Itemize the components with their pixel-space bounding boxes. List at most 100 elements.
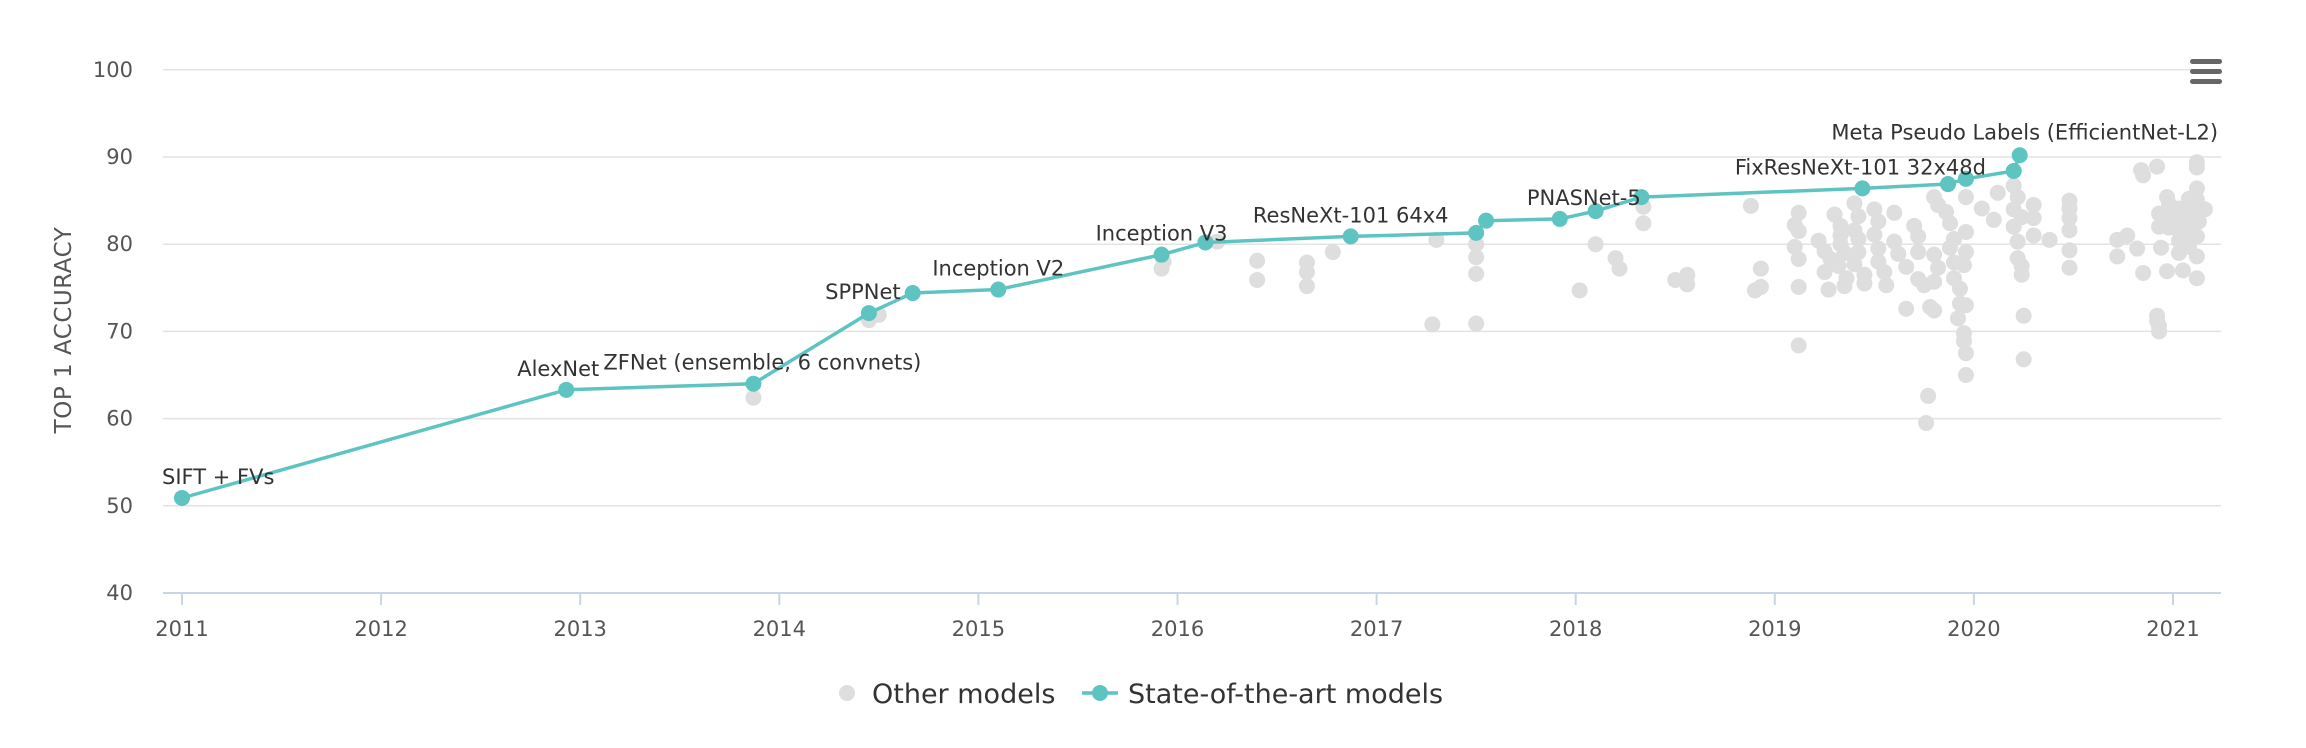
other-model-point[interactable]	[2119, 227, 2136, 244]
sota-model-point[interactable]	[1957, 170, 1974, 187]
other-model-point[interactable]	[1298, 264, 1315, 281]
other-model-point[interactable]	[1920, 387, 1937, 404]
other-model-point[interactable]	[1679, 276, 1696, 293]
other-model-point[interactable]	[2135, 264, 2152, 281]
other-model-point[interactable]	[2025, 227, 2042, 244]
other-model-point[interactable]	[1846, 195, 1863, 212]
sota-model-point[interactable]	[1197, 234, 1214, 251]
other-model-point[interactable]	[1820, 281, 1837, 298]
sota-model-point[interactable]	[990, 281, 1007, 298]
other-model-point[interactable]	[1898, 258, 1915, 275]
other-model-point[interactable]	[1635, 215, 1652, 232]
other-model-point[interactable]	[1955, 332, 1972, 349]
other-model-point[interactable]	[1468, 236, 1485, 253]
other-model-point[interactable]	[1324, 244, 1341, 261]
other-model-point[interactable]	[2005, 218, 2022, 235]
sota-model-point[interactable]	[1587, 203, 1604, 220]
other-model-point[interactable]	[1957, 367, 1974, 383]
other-model-point[interactable]	[1850, 230, 1867, 247]
other-model-point[interactable]	[2188, 159, 2205, 176]
other-model-point[interactable]	[1249, 271, 1266, 288]
other-model-point[interactable]	[1989, 184, 2006, 201]
other-model-point[interactable]	[2149, 158, 2166, 175]
other-model-point[interactable]	[2174, 262, 2191, 279]
sota-model-point[interactable]	[1342, 228, 1359, 245]
other-model-point[interactable]	[1850, 208, 1867, 225]
other-model-point[interactable]	[2129, 240, 2146, 257]
sota-model-point[interactable]	[2011, 147, 2028, 164]
other-model-point[interactable]	[1468, 265, 1485, 282]
other-model-point[interactable]	[2061, 210, 2078, 227]
other-model-point[interactable]	[1468, 249, 1485, 266]
other-model-point[interactable]	[1790, 337, 1807, 354]
other-model-point[interactable]	[2190, 213, 2207, 230]
other-model-point[interactable]	[1870, 240, 1887, 257]
sota-model-point[interactable]	[2005, 162, 2022, 179]
other-model-point[interactable]	[1973, 200, 1990, 217]
other-model-point[interactable]	[1918, 414, 1935, 431]
other-model-point[interactable]	[2135, 167, 2152, 184]
other-model-point[interactable]	[1746, 282, 1763, 299]
other-model-point[interactable]	[1926, 273, 1943, 290]
sota-model-point[interactable]	[1551, 210, 1568, 227]
other-model-point[interactable]	[2015, 351, 2032, 368]
other-model-point[interactable]	[1846, 256, 1863, 273]
other-model-point[interactable]	[1951, 280, 1968, 297]
other-model-point[interactable]	[2041, 231, 2058, 248]
other-model-point[interactable]	[1957, 223, 1974, 240]
other-model-point[interactable]	[1926, 302, 1943, 319]
sota-model-point[interactable]	[174, 489, 190, 506]
other-model-point[interactable]	[2061, 222, 2078, 239]
other-model-point[interactable]	[2013, 266, 2030, 283]
other-model-point[interactable]	[2188, 228, 2205, 245]
other-model-point[interactable]	[1830, 258, 1847, 274]
other-model-point[interactable]	[1898, 300, 1915, 317]
other-model-point[interactable]	[1786, 238, 1803, 255]
other-model-point[interactable]	[1955, 257, 1972, 274]
other-model-point[interactable]	[2015, 307, 2032, 324]
other-model-point[interactable]	[1910, 228, 1927, 245]
other-model-point[interactable]	[2153, 239, 2170, 256]
other-model-point[interactable]	[1957, 244, 1974, 261]
other-model-point[interactable]	[1816, 264, 1833, 281]
other-model-point[interactable]	[1890, 245, 1907, 262]
other-model-point[interactable]	[1249, 252, 1266, 269]
other-model-point[interactable]	[745, 389, 762, 406]
legend-item-sota-models[interactable]: State-of-the-art models	[1082, 679, 1443, 710]
other-model-point[interactable]	[2061, 259, 2078, 276]
sota-model-point[interactable]	[558, 381, 575, 398]
other-model-point[interactable]	[1866, 201, 1883, 218]
other-model-point[interactable]	[1790, 278, 1807, 295]
other-model-point[interactable]	[1957, 345, 1974, 362]
other-model-point[interactable]	[1836, 244, 1853, 261]
other-model-point[interactable]	[1910, 244, 1927, 261]
other-model-point[interactable]	[2159, 263, 2176, 280]
other-model-point[interactable]	[2196, 201, 2213, 218]
other-model-point[interactable]	[1571, 282, 1588, 299]
other-model-point[interactable]	[2188, 270, 2205, 287]
other-model-point[interactable]	[1424, 316, 1441, 333]
other-model-point[interactable]	[1742, 197, 1759, 214]
sota-model-point[interactable]	[1633, 189, 1650, 206]
other-model-point[interactable]	[1985, 211, 2002, 228]
other-model-point[interactable]	[1856, 275, 1873, 292]
sota-model-point[interactable]	[1478, 212, 1495, 229]
other-model-point[interactable]	[1752, 260, 1769, 277]
other-model-point[interactable]	[1790, 251, 1807, 268]
other-model-point[interactable]	[1611, 260, 1628, 277]
other-model-point[interactable]	[2188, 248, 2205, 265]
other-model-point[interactable]	[1957, 189, 1974, 206]
legend-item-other-models[interactable]: Other models	[839, 679, 1055, 710]
other-model-point[interactable]	[1790, 204, 1807, 221]
sota-model-point[interactable]	[1854, 180, 1871, 197]
other-model-point[interactable]	[1878, 277, 1895, 294]
other-model-point[interactable]	[1926, 246, 1943, 263]
other-model-point[interactable]	[1298, 278, 1315, 295]
other-model-point[interactable]	[2061, 242, 2078, 259]
sota-model-point[interactable]	[745, 375, 762, 392]
other-model-point[interactable]	[1886, 204, 1903, 221]
other-model-point[interactable]	[1957, 297, 1974, 314]
other-model-point[interactable]	[1942, 239, 1959, 256]
other-model-point[interactable]	[2025, 196, 2042, 213]
other-model-point[interactable]	[1468, 315, 1485, 332]
